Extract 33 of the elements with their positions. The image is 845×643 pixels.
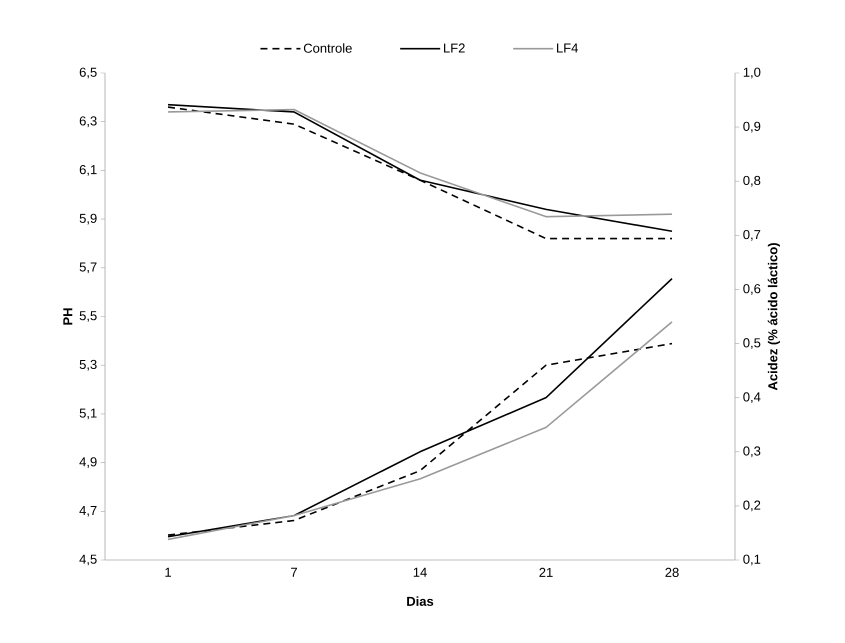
- x-tick-label: 21: [539, 568, 553, 577]
- legend-label: LF4: [557, 44, 578, 52]
- x-tick-label: 7: [291, 568, 297, 577]
- y2-axis-title: Acidez (% ácido láctico): [768, 243, 780, 390]
- y-tick-label: 5,1: [80, 408, 97, 420]
- y-tick-label: 4,9: [79, 457, 97, 468]
- y-tick-label: 4,7: [79, 506, 97, 517]
- y2-tick-label: 0,7: [743, 230, 760, 241]
- y2-tick-label: 0,2: [743, 500, 760, 512]
- x-tick-label: 28: [665, 568, 679, 578]
- y-tick-label: 6,1: [80, 165, 97, 176]
- x-axis-title: Dias: [407, 596, 434, 606]
- x-tick-label: 1: [165, 568, 171, 577]
- y2-tick-label: 0,6: [743, 284, 760, 295]
- y2-tick-label: 0,5: [743, 338, 760, 349]
- y2-tick-label: 0,8: [743, 176, 760, 187]
- y-axis-title: PH: [63, 308, 72, 325]
- y-tick-label: 5,5: [80, 311, 97, 322]
- y2-tick-label: 0,1: [743, 554, 760, 566]
- legend-label: Controle: [304, 43, 352, 53]
- line-series: [167, 108, 673, 218]
- y-tick-label: 5,9: [80, 214, 97, 224]
- y2-tick-label: 1,0: [744, 68, 760, 78]
- y2-tick-label: 0,9: [743, 122, 760, 132]
- y2-tick-label: 0,4: [743, 392, 761, 404]
- y-tick-label: 4,5: [79, 554, 97, 566]
- y-tick-label: 5,3: [80, 360, 97, 371]
- y2-tick-label: 0,3: [743, 446, 760, 458]
- y-tick-label: 6,5: [80, 68, 97, 78]
- x-tick-label: 14: [414, 568, 427, 577]
- legend-label: LF2: [444, 43, 465, 53]
- y-tick-label: 5,7: [80, 262, 97, 274]
- y-tick-label: 6,3: [80, 116, 97, 128]
